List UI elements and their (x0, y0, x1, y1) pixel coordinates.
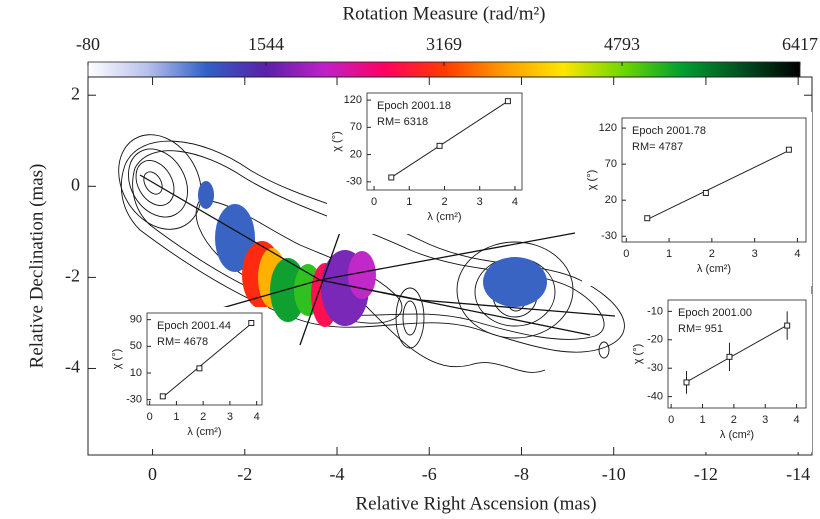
inset-annotation: RM= 4787 (632, 141, 683, 153)
colorbar-tick-label: 4793 (604, 34, 640, 54)
inset-title: Epoch 2001.44 (157, 320, 231, 332)
inset-x-label: λ (cm²) (427, 211, 461, 223)
colorbar-tick-label: 1544 (248, 34, 284, 54)
inset-y-tick-label: 20 (605, 194, 617, 206)
inset-y-tick-label: 10 (130, 367, 142, 379)
inset-y-tick-label: 90 (130, 314, 142, 326)
inset-y-tick-label: -40 (647, 391, 663, 403)
inset-y-tick-label: 70 (350, 121, 362, 133)
inset: 0 1 2 3 4 -30 10 50 90 λ (cm²) χ (°) Epoch 2001.44 R… (107, 307, 268, 449)
inset-y-label: χ (°) (331, 131, 343, 152)
x-tick-label: -12 (694, 464, 718, 484)
inset-x-tick-label: 4 (794, 414, 800, 426)
inset-x-tick-label: 3 (762, 414, 768, 426)
inset-y-tick-label: 20 (350, 148, 362, 160)
inset-x-tick-label: 4 (254, 411, 260, 423)
inset-x-tick-label: 2 (731, 414, 737, 426)
inset-x-tick-label: 0 (147, 411, 153, 423)
y-tick-label: -4 (65, 357, 80, 377)
inset-x-tick-label: 0 (371, 196, 377, 208)
inset: 0 1 2 3 4 -30 20 70 120 λ (cm²) χ (°) Epoch 2001.18… (327, 87, 528, 234)
inset: 0 1 2 3 4 -40 -30 -20 -10 λ (cm²) χ (°) Epoch 2001.… (628, 294, 812, 452)
inset-x-tick-label: 0 (623, 248, 629, 260)
inset-x-tick-label: 2 (200, 411, 206, 423)
data-point (684, 380, 689, 385)
inset-y-tick-label: 70 (605, 158, 617, 170)
data-point (249, 321, 254, 326)
x-tick-label: -4 (330, 464, 345, 484)
inset: 0 1 2 3 4 -30 20 70 120 λ (cm²) χ (°) Epoch 2001.78… (582, 112, 812, 286)
inset-x-tick-label: 1 (173, 411, 179, 423)
x-axis-label: Relative Right Ascension (mas) (355, 493, 596, 514)
inset-title: Epoch 2001.00 (678, 307, 752, 319)
colorbar-tick-label: 3169 (426, 34, 462, 54)
figure: Rotation Measure (rad/m²) (0, 0, 820, 519)
x-tick-label: -10 (602, 464, 626, 484)
data-point (160, 394, 165, 399)
inset-x-tick-label: 2 (709, 248, 715, 260)
inset-x-label: λ (cm²) (697, 263, 731, 275)
x-tick-label: -6 (422, 464, 437, 484)
data-point (437, 143, 442, 148)
data-point (703, 190, 708, 195)
inset-x-tick-label: 2 (441, 196, 447, 208)
inset-annotation: RM= 951 (678, 323, 723, 335)
y-tick-label: -2 (65, 266, 80, 286)
data-point (505, 99, 510, 104)
y-tick-label: 2 (71, 83, 80, 103)
inset-y-label: χ (°) (632, 344, 644, 365)
data-point (786, 147, 791, 152)
inset-x-label: λ (cm²) (187, 426, 221, 438)
inset-y-tick-label: 120 (599, 122, 617, 134)
inset-y-label: χ (°) (586, 170, 598, 191)
inset-y-tick-label: -30 (346, 176, 362, 188)
inset-x-tick-label: 1 (699, 414, 705, 426)
inset-y-tick-label: -30 (647, 362, 663, 374)
inset-title: Epoch 2001.78 (632, 125, 706, 137)
inset-x-tick-label: 3 (227, 411, 233, 423)
colorbar-tick-label: 6417 (782, 34, 818, 54)
x-tick-label: -2 (237, 464, 252, 484)
y-tick-label: 0 (71, 174, 80, 194)
inset-x-tick-label: 1 (406, 196, 412, 208)
inset-y-tick-label: -30 (601, 230, 617, 242)
data-point (727, 354, 732, 359)
inset-annotation: RM= 6318 (377, 116, 428, 128)
x-tick-label: -8 (514, 464, 529, 484)
inset-x-label: λ (cm²) (720, 429, 754, 441)
inset-title: Epoch 2001.18 (377, 100, 451, 112)
data-point (197, 366, 202, 371)
inset-x-tick-label: 4 (512, 196, 518, 208)
data-point (785, 323, 790, 328)
inset-y-tick-label: 120 (344, 94, 362, 106)
inset-y-tick-label: -20 (647, 334, 663, 346)
inset-y-tick-label: 50 (130, 340, 142, 352)
inset-x-tick-label: 3 (477, 196, 483, 208)
colorbar-tick-label: -80 (76, 34, 100, 54)
x-tick-label: 0 (148, 464, 157, 484)
inset-x-tick-label: 4 (794, 248, 800, 260)
data-point (645, 216, 650, 221)
colorbar-label: Rotation Measure (rad/m²) (342, 3, 545, 24)
inset-x-tick-label: 0 (668, 414, 674, 426)
inset-x-tick-label: 3 (752, 248, 758, 260)
inset-y-label: χ (°) (111, 349, 123, 370)
x-tick-label: -14 (786, 464, 810, 484)
inset-y-tick-label: -10 (647, 305, 663, 317)
data-point (389, 175, 394, 180)
inset-x-tick-label: 1 (666, 248, 672, 260)
y-axis-label: Relative Declination (mas) (26, 164, 47, 369)
inset-y-tick-label: -30 (126, 394, 142, 406)
inset-annotation: RM= 4678 (157, 336, 208, 348)
